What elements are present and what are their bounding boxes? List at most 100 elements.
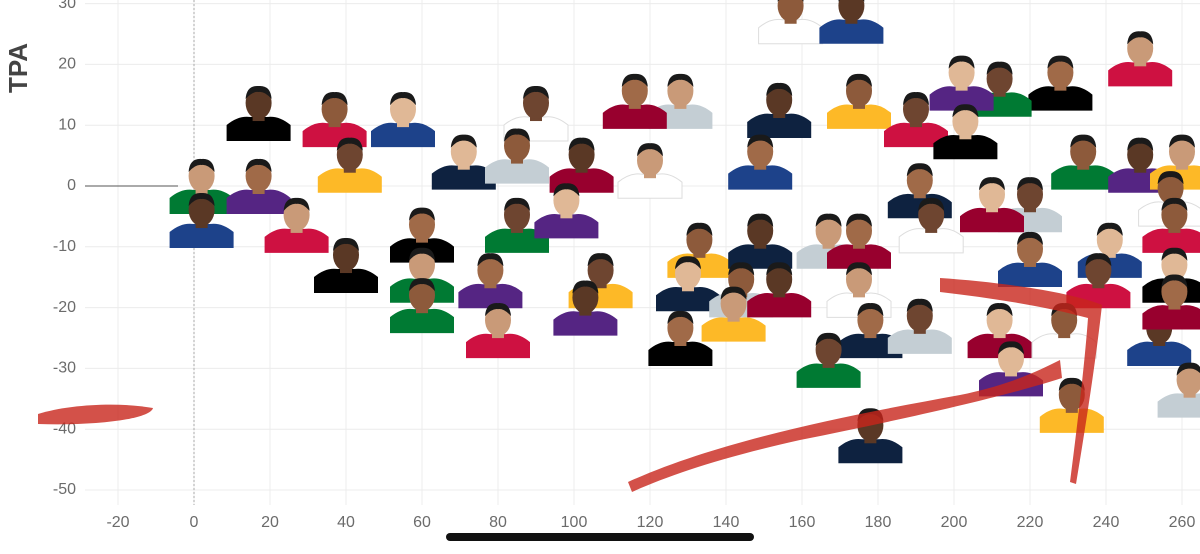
face [903, 93, 929, 126]
face [979, 178, 1005, 211]
face [766, 84, 793, 116]
hair [485, 303, 511, 317]
face [283, 198, 310, 231]
hair [409, 278, 435, 292]
jersey [534, 213, 599, 239]
player-headshot [314, 237, 378, 294]
jersey [1108, 61, 1173, 87]
player-headshot [747, 82, 812, 138]
y-tick-label: -20 [53, 299, 76, 316]
face [777, 0, 804, 22]
face [637, 144, 663, 177]
face [846, 214, 872, 247]
face [587, 254, 614, 287]
face [686, 223, 713, 256]
y-tick-label: -10 [53, 238, 76, 255]
hair [637, 143, 663, 157]
face [918, 198, 945, 231]
face [1157, 172, 1184, 205]
hair [1169, 134, 1195, 148]
face [747, 135, 774, 168]
jersey [466, 333, 530, 359]
face [1127, 32, 1154, 65]
hair [903, 92, 929, 106]
face [1085, 254, 1112, 287]
hair [815, 213, 842, 227]
face [720, 287, 747, 320]
jersey [264, 228, 329, 253]
x-tick-label: 0 [190, 514, 199, 531]
hair [1058, 377, 1085, 391]
hair [747, 213, 774, 227]
player-headshot [466, 303, 530, 359]
hair [667, 310, 694, 324]
red-scribble [38, 404, 153, 425]
x-tick-label: 260 [1169, 514, 1196, 531]
face [846, 263, 872, 296]
face [906, 299, 933, 332]
jersey [226, 189, 291, 214]
face [409, 208, 435, 241]
hair [1017, 177, 1043, 191]
player-headshot [617, 143, 683, 199]
hair [846, 213, 872, 227]
player-headshot [1157, 362, 1200, 418]
hair [846, 262, 872, 276]
jersey [1142, 228, 1200, 253]
hair [815, 332, 842, 346]
player-headshot [431, 134, 496, 190]
hair [906, 298, 933, 312]
player-headshot [1108, 31, 1173, 87]
player-headshot [898, 197, 964, 254]
hair [450, 134, 477, 148]
face [948, 56, 975, 89]
x-tick-label: 140 [713, 514, 740, 531]
labels: -20 0 20 40 60 80 100 120 140 160 180 200 220 240 260-… [53, 0, 1196, 531]
hair [283, 197, 310, 211]
hair [1161, 247, 1188, 261]
y-tick-label: 0 [67, 177, 76, 194]
hair [553, 183, 580, 197]
x-tick-label: 100 [561, 514, 588, 531]
x-tick-label: 220 [1017, 514, 1044, 531]
hair [986, 61, 1013, 75]
jersey [1039, 408, 1104, 433]
face [333, 239, 359, 272]
hair [504, 128, 530, 142]
jersey [485, 159, 549, 184]
hair [686, 222, 713, 236]
face [1096, 223, 1123, 256]
jersey [617, 173, 683, 199]
hair [1161, 197, 1188, 211]
player-headshot [1039, 377, 1104, 433]
player-headshot [728, 134, 793, 190]
x-tick-label: 240 [1093, 514, 1120, 531]
player-headshot [884, 92, 948, 148]
face [188, 160, 215, 192]
hair [1127, 137, 1154, 151]
hair [621, 73, 648, 87]
player-headshot [534, 183, 599, 239]
x-tick-label: -20 [106, 514, 129, 531]
face [747, 214, 774, 247]
player-headshot [747, 262, 812, 318]
hair [1127, 31, 1154, 45]
face [952, 105, 979, 138]
face [1058, 378, 1085, 411]
hair [245, 85, 272, 100]
x-tick-label: 20 [261, 514, 279, 531]
jersey [827, 244, 891, 269]
player-headshot [371, 92, 435, 148]
face [998, 342, 1024, 375]
hair [766, 262, 793, 276]
player-headshot [602, 73, 667, 129]
jersey [887, 329, 952, 354]
jersey [1051, 165, 1116, 190]
jersey [933, 134, 998, 160]
face [1017, 232, 1043, 265]
player-headshot [485, 197, 549, 253]
face [245, 160, 272, 192]
hair [979, 177, 1005, 191]
jersey [960, 207, 1024, 233]
face [321, 93, 348, 126]
